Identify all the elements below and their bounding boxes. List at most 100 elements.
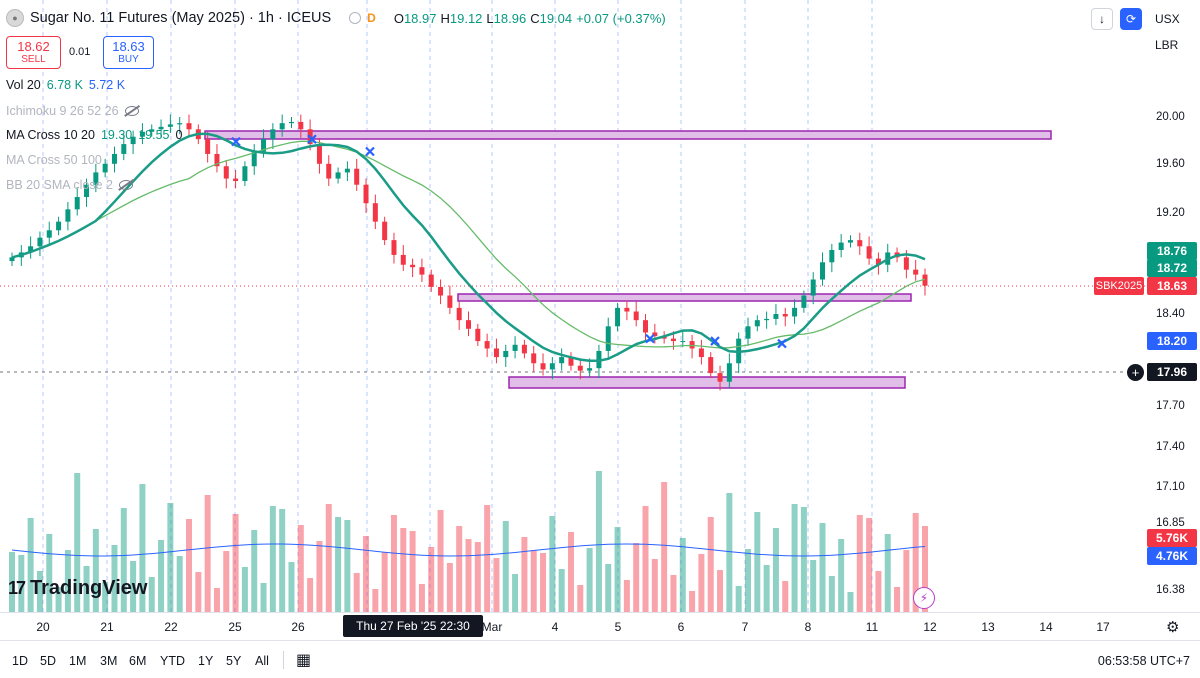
time-tick: 7 <box>741 620 749 634</box>
ma-cross-marker <box>307 134 317 144</box>
time-axis[interactable]: 20 21 22 25 26 Mar 4 5 6 7 8 11 12 13 14… <box>0 612 1200 640</box>
indicator-volume[interactable]: Vol 20 6.78 K 5.72 K <box>6 78 126 92</box>
candle-body <box>261 139 267 152</box>
candle-body <box>773 314 779 319</box>
sell-button[interactable]: 18.62 SELL <box>6 36 61 69</box>
ohlc-low: 18.96 <box>493 10 527 26</box>
range-1m[interactable]: 1M <box>69 654 87 668</box>
volume-bar <box>875 571 882 612</box>
volume-bar <box>549 516 556 612</box>
range-6m[interactable]: 6M <box>129 654 147 668</box>
volume-bar <box>437 510 444 612</box>
crosshair-plus-icon[interactable]: + <box>1127 364 1144 381</box>
price-chart[interactable] <box>0 0 1145 612</box>
volume-average-line <box>11 543 926 557</box>
range-all[interactable]: All <box>255 654 269 668</box>
volume-bar <box>856 515 863 612</box>
candle-body <box>419 267 425 275</box>
chart-pane[interactable]: ● Sugar No. 11 Futures (May 2025) · 1h ·… <box>0 0 1145 612</box>
volume-bar <box>307 578 314 612</box>
volume-bar <box>139 484 146 612</box>
candle-body <box>363 184 369 204</box>
currency-usx[interactable]: USX <box>1155 12 1180 26</box>
candle-body <box>764 318 770 321</box>
download-arrow-icon[interactable]: ↓ <box>1091 8 1113 30</box>
candle-body <box>708 357 714 374</box>
volume-bar <box>120 508 127 612</box>
buy-button[interactable]: 18.63 BUY <box>103 36 154 69</box>
candle-body <box>84 184 90 198</box>
price-label-crosshair: 17.96 <box>1147 363 1197 381</box>
volume-bar <box>735 586 742 612</box>
volume-bar <box>130 561 137 612</box>
candle-body <box>288 121 294 124</box>
candle-body <box>391 240 397 255</box>
volume-bar <box>484 505 491 612</box>
volume-bar <box>176 556 183 612</box>
candle-body <box>475 328 481 342</box>
indicator-bollinger[interactable]: BB 20 SMA close 2 <box>6 178 134 192</box>
candle-body <box>875 258 881 265</box>
ma-fast-line <box>11 132 926 362</box>
volume-bar <box>763 565 770 612</box>
gear-icon[interactable]: ⚙ <box>1166 619 1180 636</box>
candle-body <box>28 246 34 253</box>
indicator-ma-cross-50-100[interactable]: MA Cross 50 100 <box>6 153 102 167</box>
volume-bar <box>679 538 686 612</box>
volume-bar <box>74 473 81 612</box>
hidden-eye-icon[interactable] <box>124 106 139 116</box>
volume-bar <box>903 550 910 612</box>
sync-icon[interactable]: ⟳ <box>1120 8 1142 30</box>
ohlc-change: +0.07 (+0.37%) <box>576 10 666 26</box>
volume-bar <box>325 504 332 612</box>
indicator-ichimoku[interactable]: Ichimoku 9 26 52 26 <box>6 104 139 118</box>
hidden-eye-icon[interactable] <box>119 180 134 190</box>
candle-body <box>298 121 304 130</box>
range-1y[interactable]: 1Y <box>198 654 214 668</box>
range-5y[interactable]: 5Y <box>226 654 242 668</box>
volume-bar <box>363 536 370 612</box>
volume-bar <box>148 577 155 612</box>
volume-bar <box>18 555 25 612</box>
symbol-title[interactable]: Sugar No. 11 Futures (May 2025) · 1h · I… <box>30 10 332 26</box>
range-3m[interactable]: 3M <box>100 654 118 668</box>
clock[interactable]: 06:53:58 UTC+7 <box>1097 654 1190 668</box>
volume-bar <box>707 517 714 612</box>
resistance-zone <box>204 130 1052 140</box>
tradingview-logo: 17 TradingView <box>8 577 148 599</box>
range-ytd[interactable]: YTD <box>160 654 185 668</box>
crosshair-time-label: Thu 27 Feb '25 22:30 <box>343 615 483 637</box>
candle-body <box>438 286 444 296</box>
candle-body <box>279 123 285 130</box>
volume-bar <box>595 471 602 612</box>
candle-body <box>37 237 43 247</box>
volume-bar <box>521 537 528 612</box>
candle-body <box>382 221 388 241</box>
support-zone <box>508 376 906 389</box>
volume-bar <box>661 482 668 612</box>
time-tick: 8 <box>804 620 812 634</box>
ohlc-legend: O18.97 H19.12 L18.96 C19.04 +0.07 (+0.37… <box>393 10 666 26</box>
range-1d[interactable]: 1D <box>12 654 28 668</box>
volume-bar <box>55 587 62 612</box>
volume-bar <box>800 507 807 612</box>
volume-bar <box>102 582 109 612</box>
volume-bar <box>92 529 99 612</box>
calendar-range-icon[interactable]: ▦ <box>296 652 312 669</box>
candle-body <box>205 139 211 154</box>
volume-bar <box>530 550 537 612</box>
candle-body <box>670 338 676 342</box>
lightning-icon[interactable]: ⚡ <box>913 587 935 609</box>
ohlc-open: 18.97 <box>403 10 437 26</box>
indicator-ma-cross-10-20[interactable]: MA Cross 10 20 19.30 19.55 0 <box>6 128 183 142</box>
range-5d[interactable]: 5D <box>40 654 56 668</box>
volume-bar <box>894 587 901 612</box>
candle-body <box>503 350 509 358</box>
price-axis[interactable]: 20.00 19.60 19.20 18.40 17.70 17.40 17.1… <box>1145 0 1200 612</box>
currency-lbr[interactable]: LBR <box>1155 38 1179 52</box>
price-tick: 18.40 <box>1156 308 1185 320</box>
volume-bar <box>726 493 733 612</box>
candle-body <box>857 240 863 247</box>
candle-body <box>233 178 239 182</box>
candle-body <box>456 307 462 321</box>
